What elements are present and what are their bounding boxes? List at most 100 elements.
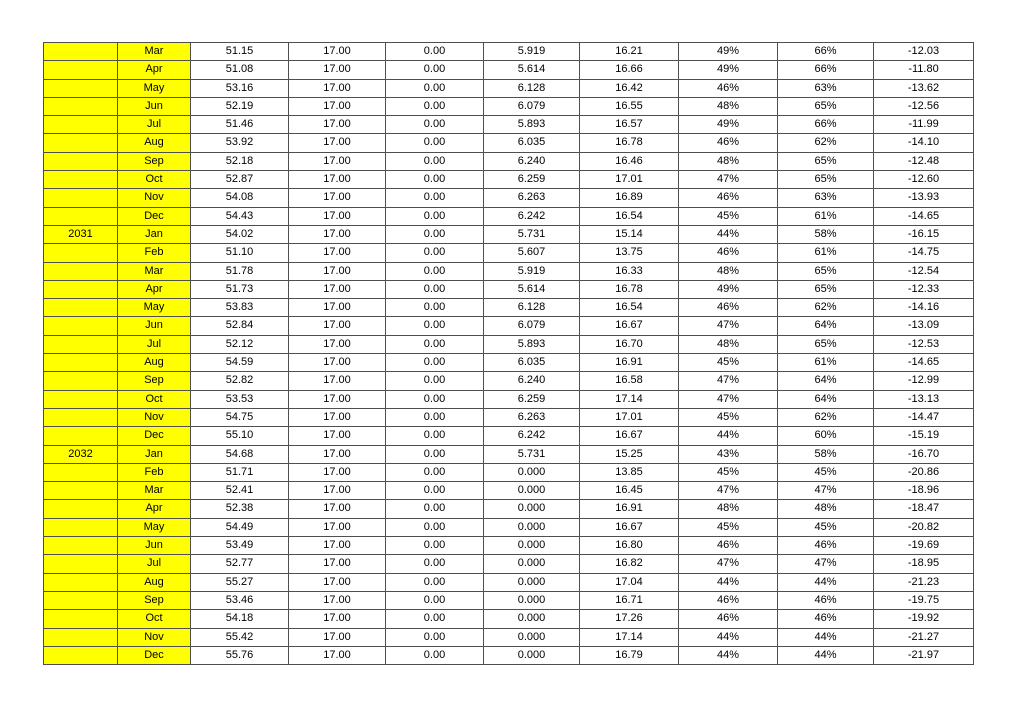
value-cell: 16.57 [579, 115, 679, 135]
value-cell: 53.83 [190, 298, 289, 318]
table-row: May 53.83 17.00 0.00 6.128 16.54 46% 62% -14.16 [43, 298, 974, 318]
value-cell: 13.75 [579, 243, 679, 263]
year-cell [43, 316, 118, 336]
value-cell: 5.919 [483, 261, 580, 281]
value-cell: 0.00 [385, 243, 484, 263]
value-cell: 54.59 [190, 353, 289, 373]
month-cell: Apr [117, 279, 191, 300]
value-cell: 0.00 [385, 279, 484, 300]
month-cell: Dec [117, 426, 191, 446]
table-row: Jul 52.77 17.00 0.00 0.000 16.82 47% 47% -18.95 [43, 554, 974, 574]
year-cell [43, 627, 118, 647]
value-cell: 52.41 [190, 481, 289, 501]
value-cell: 5.919 [483, 41, 580, 62]
value-cell: 6.035 [483, 133, 580, 153]
year-cell [43, 151, 118, 172]
value-cell: 15.14 [579, 224, 679, 245]
table-row: Dec 55.76 17.00 0.00 0.000 16.79 44% 44% -21.97 [43, 645, 974, 666]
value-cell: 0.00 [385, 627, 484, 647]
value-cell: 6.079 [483, 96, 580, 117]
value-cell: 17.00 [288, 462, 386, 483]
value-cell: 6.259 [483, 170, 580, 190]
value-cell: -19.69 [873, 536, 974, 556]
value-cell: 17.00 [288, 389, 386, 409]
month-cell: Dec [117, 645, 191, 666]
month-cell: Apr [117, 60, 191, 80]
month-cell: Jun [117, 316, 191, 336]
value-cell: 16.67 [579, 316, 679, 336]
value-cell: 53.49 [190, 536, 289, 556]
value-cell: 5.731 [483, 224, 580, 245]
value-cell: 17.00 [288, 243, 386, 263]
value-cell: 0.00 [385, 224, 484, 245]
value-cell: 45% [678, 462, 778, 483]
value-cell: 16.79 [579, 645, 679, 666]
month-cell: Dec [117, 206, 191, 226]
year-cell [43, 462, 118, 483]
table-row: Dec 55.10 17.00 0.00 6.242 16.67 44% 60% -15.19 [43, 426, 974, 446]
year-cell [43, 206, 118, 226]
value-cell: 53.46 [190, 590, 289, 611]
value-cell: 46% [777, 609, 874, 629]
value-cell: 16.42 [579, 78, 679, 98]
value-cell: 0.00 [385, 572, 484, 592]
data-table: Mar 51.15 17.00 0.00 5.919 16.21 49% 66% -12.03 A… [43, 41, 974, 666]
value-cell: 49% [678, 41, 778, 62]
value-cell: -20.82 [873, 517, 974, 538]
value-cell: 17.00 [288, 279, 386, 300]
year-cell [43, 353, 118, 373]
value-cell: 54.75 [190, 407, 289, 428]
month-cell: Jun [117, 96, 191, 117]
value-cell: 53.16 [190, 78, 289, 98]
value-cell: -14.16 [873, 298, 974, 318]
year-cell [43, 188, 118, 208]
value-cell: 5.614 [483, 60, 580, 80]
value-cell: 16.54 [579, 206, 679, 226]
value-cell: -18.47 [873, 499, 974, 519]
table-row: Nov 54.08 17.00 0.00 6.263 16.89 46% 63% -13.93 [43, 188, 974, 208]
value-cell: 16.78 [579, 279, 679, 300]
value-cell: 61% [777, 206, 874, 226]
value-cell: 5.607 [483, 243, 580, 263]
value-cell: 6.240 [483, 151, 580, 172]
value-cell: 45% [777, 462, 874, 483]
value-cell: 47% [678, 170, 778, 190]
value-cell: 16.46 [579, 151, 679, 172]
value-cell: 17.00 [288, 96, 386, 117]
value-cell: 17.01 [579, 170, 679, 190]
value-cell: 51.10 [190, 243, 289, 263]
value-cell: 61% [777, 243, 874, 263]
year-cell: 2032 [43, 444, 118, 464]
value-cell: 16.80 [579, 536, 679, 556]
year-cell: 2031 [43, 224, 118, 245]
value-cell: 53.92 [190, 133, 289, 153]
value-cell: 16.33 [579, 261, 679, 281]
year-cell [43, 407, 118, 428]
value-cell: 16.91 [579, 499, 679, 519]
value-cell: -13.13 [873, 389, 974, 409]
value-cell: 66% [777, 60, 874, 80]
value-cell: -13.09 [873, 316, 974, 336]
table-row: Apr 51.08 17.00 0.00 5.614 16.66 49% 66% -11.80 [43, 60, 974, 80]
value-cell: 48% [678, 151, 778, 172]
value-cell: 52.84 [190, 316, 289, 336]
table-row: Oct 52.87 17.00 0.00 6.259 17.01 47% 65% -12.60 [43, 170, 974, 190]
value-cell: 44% [678, 627, 778, 647]
value-cell: 17.00 [288, 499, 386, 519]
table-row: May 53.16 17.00 0.00 6.128 16.42 46% 63% -13.62 [43, 78, 974, 98]
table-row: Apr 52.38 17.00 0.00 0.000 16.91 48% 48% -18.47 [43, 499, 974, 519]
value-cell: 17.00 [288, 133, 386, 153]
value-cell: -12.48 [873, 151, 974, 172]
value-cell: 16.54 [579, 298, 679, 318]
value-cell: 52.18 [190, 151, 289, 172]
value-cell: 0.000 [483, 462, 580, 483]
value-cell: 64% [777, 371, 874, 391]
value-cell: -15.19 [873, 426, 974, 446]
value-cell: -11.99 [873, 115, 974, 135]
value-cell: 48% [678, 96, 778, 117]
year-cell [43, 645, 118, 666]
year-cell [43, 133, 118, 153]
value-cell: 54.49 [190, 517, 289, 538]
year-cell [43, 499, 118, 519]
value-cell: 6.242 [483, 426, 580, 446]
